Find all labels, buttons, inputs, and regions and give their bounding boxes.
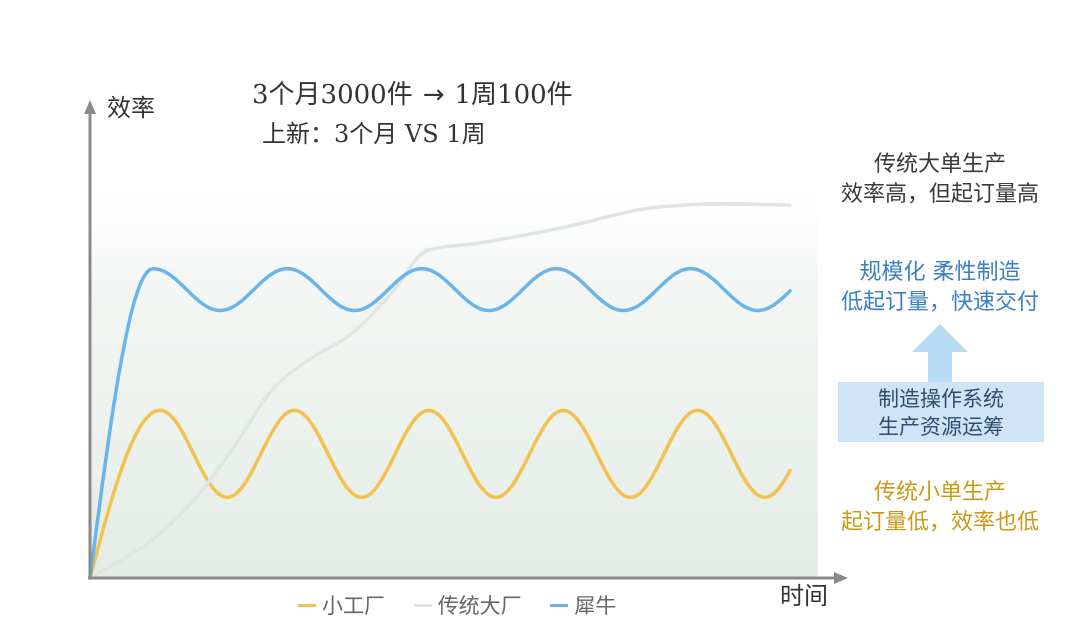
system-line-1: 制造操作系统 [878, 387, 1004, 411]
legend-swatch-xiniu [550, 603, 569, 607]
note-xiniu: 规模化 柔性制造 低起订量，快速交付 [820, 258, 1060, 318]
note-xiniu-line-2: 低起订量，快速交付 [840, 290, 1039, 315]
note-big-line-2: 效率高，但起订量高 [840, 182, 1039, 207]
legend-label-small-factory: 小工厂 [322, 594, 385, 618]
note-big-factory: 传统大单生产 效率高，但起订量高 [820, 150, 1060, 210]
legend-item-small-factory: 小工厂 [298, 590, 385, 620]
legend-item-xiniu: 犀牛 [550, 590, 616, 620]
up-arrow-icon [912, 324, 968, 382]
plot-background [90, 170, 818, 578]
right-arrow-icon: → [422, 80, 445, 110]
note-small-factory: 传统小单生产 起订量低，效率也低 [820, 478, 1060, 538]
legend-label-big-factory: 传统大厂 [437, 594, 522, 618]
header-line-2: 上新：3个月 VS 1周 [262, 120, 486, 148]
header-after: 1周100件 [454, 80, 573, 110]
series-line-big-factory [88, 202, 792, 580]
series-line-small-factory [88, 408, 792, 580]
note-small-line-2: 起订量低，效率也低 [840, 510, 1039, 535]
x-axis-arrowhead [834, 572, 848, 584]
note-small-line-1: 传统小单生产 [873, 480, 1006, 505]
header-before: 3个月3000件 [252, 80, 413, 110]
legend-swatch-big-factory [413, 603, 432, 607]
legend-item-big-factory: 传统大厂 [413, 590, 522, 620]
legend-swatch-small-factory [298, 603, 316, 607]
x-axis-label: 时间 [780, 582, 828, 610]
series-line-xiniu [88, 266, 792, 580]
note-xiniu-line-1: 规模化 柔性制造 [859, 260, 1021, 285]
chart-legend: 小工厂 传统大厂 犀牛 [298, 590, 638, 620]
y-axis-arrowhead [84, 100, 96, 114]
note-big-line-1: 传统大单生产 [873, 152, 1006, 177]
y-axis-label: 效率 [107, 94, 155, 122]
header-line-1: 3个月3000件 → 1周100件 [252, 74, 573, 111]
system-line-2: 生产资源运筹 [878, 415, 1004, 439]
legend-label-xiniu: 犀牛 [574, 594, 617, 618]
system-box: 制造操作系统 生产资源运筹 [838, 382, 1044, 442]
